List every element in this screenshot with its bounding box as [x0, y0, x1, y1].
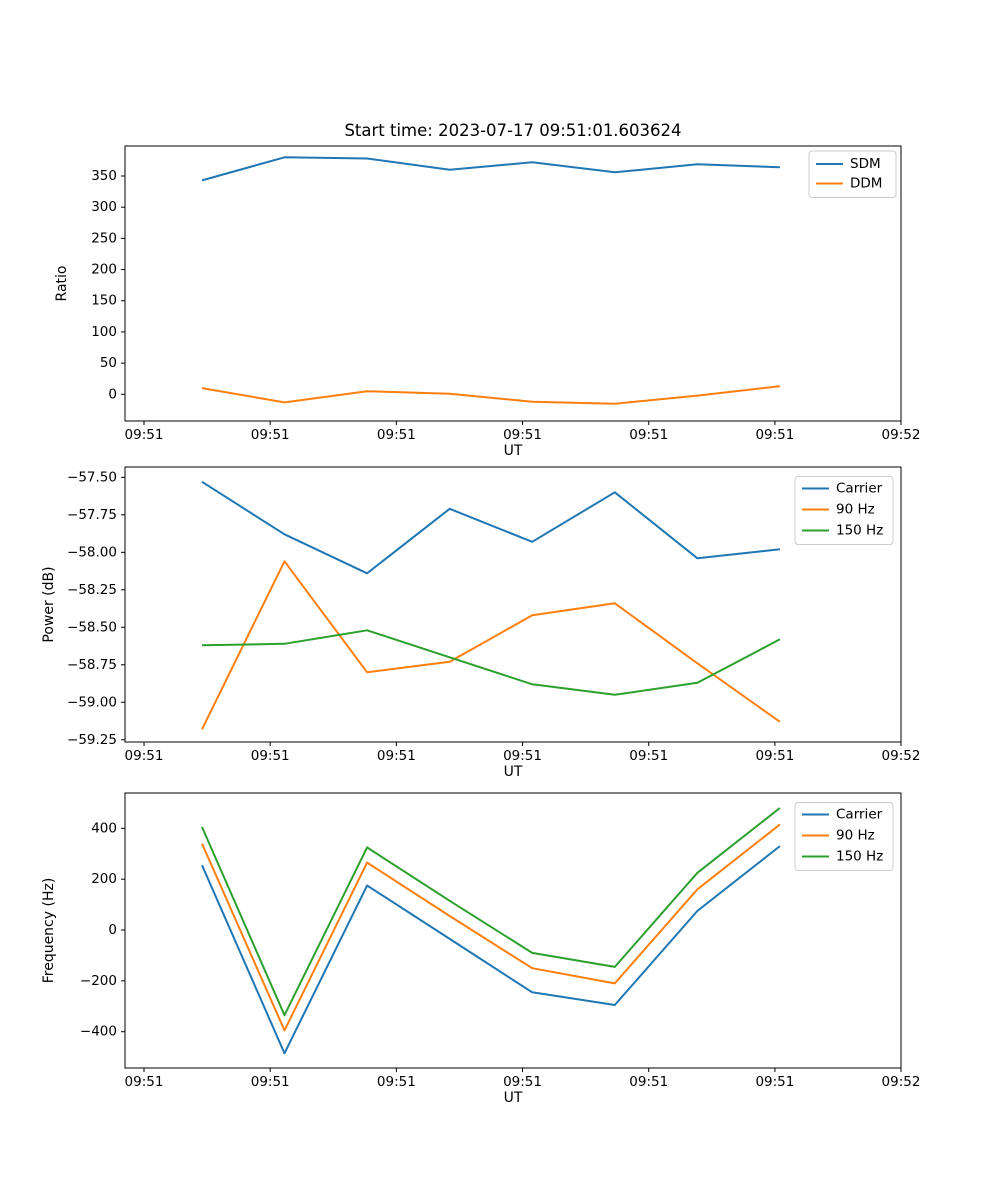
y-tick-label: 400 [91, 820, 117, 836]
x-tick-label: 09:51 [629, 1074, 668, 1090]
legend-frame [794, 476, 894, 545]
x-tick-label: 09:51 [125, 748, 164, 764]
legend-frame [794, 802, 894, 871]
y-tick-label: −58.75 [67, 657, 117, 673]
y-tick-label: 250 [91, 230, 117, 246]
y-tick-label: −59.25 [67, 732, 117, 748]
series-line-sdm [201, 156, 780, 182]
legend-label: Carrier [836, 481, 883, 497]
legend-label: Carrier [836, 807, 883, 823]
legend-label: 150 Hz [836, 523, 883, 539]
x-axis-label: UT [504, 443, 523, 459]
series-line-carrier [201, 845, 781, 1055]
figure-title: Start time: 2023-07-17 09:51:01.603624 [344, 121, 682, 140]
y-tick-label: 300 [91, 199, 117, 215]
y-tick-label: −57.50 [67, 469, 117, 485]
y-tick-label: −400 [80, 1024, 117, 1040]
x-tick-label: 09:51 [503, 427, 542, 443]
x-tick-label: 09:51 [503, 748, 542, 764]
subplot-3: −400 −200 0 200 400 09:51 09:51 09:51 09:51 09:51… [41, 792, 921, 1106]
x-axis-label: UT [504, 764, 523, 780]
y-axis-label: Frequency (Hz) [41, 878, 57, 984]
x-tick-label: 09:52 [882, 1074, 921, 1090]
x-tick-label: 09:51 [125, 427, 164, 443]
axes-frame [124, 466, 902, 743]
subplot-1: 0 50 100 150 200 250 300 350 09:51 09:51 09:51 09:5… [54, 145, 921, 459]
y-tick-label: −200 [80, 973, 117, 989]
legend: Carrier 90 Hz 150 Hz [794, 802, 894, 871]
legend: Carrier 90 Hz 150 Hz [794, 476, 894, 545]
axes-frame [124, 792, 902, 1069]
y-tick-label: 50 [100, 355, 117, 371]
series-line-90-hz [201, 823, 781, 1032]
y-tick-label: −57.75 [67, 507, 117, 523]
series-line-150-hz [201, 629, 781, 696]
y-tick-label: −58.25 [67, 582, 117, 598]
legend-label: SDM [850, 156, 881, 172]
x-tick-label: 09:52 [882, 748, 921, 764]
y-tick-label: −58.50 [67, 619, 117, 635]
x-tick-label: 09:51 [377, 427, 416, 443]
series-line-90-hz [201, 560, 781, 730]
x-tick-label: 09:51 [755, 748, 794, 764]
x-tick-label: 09:51 [125, 1074, 164, 1090]
x-tick-label: 09:51 [755, 427, 794, 443]
x-tick-label: 09:51 [755, 1074, 794, 1090]
y-axis-label: Power (dB) [41, 566, 57, 642]
x-tick-label: 09:52 [882, 427, 921, 443]
x-tick-label: 09:51 [251, 427, 290, 443]
subplot-2: −59.25 −59.00 −58.75 −58.50 −58.25 −58.00 −57.… [41, 466, 921, 780]
y-tick-label: 200 [91, 262, 117, 278]
y-tick-label: −59.00 [67, 694, 117, 710]
legend-label: DDM [850, 176, 882, 192]
y-tick-label: 150 [91, 293, 117, 309]
axes-frame [124, 145, 902, 422]
series-line-150-hz [201, 807, 781, 1017]
series-line-ddm [201, 385, 781, 405]
x-tick-label: 09:51 [629, 748, 668, 764]
y-tick-label: 0 [108, 922, 117, 938]
legend: SDM DDM [808, 150, 897, 198]
series-line-carrier [201, 480, 781, 575]
y-tick-label: 100 [91, 324, 117, 340]
y-axis-label: Ratio [54, 266, 70, 302]
legend-label: 150 Hz [836, 849, 883, 865]
y-tick-label: 200 [91, 871, 117, 887]
x-tick-label: 09:51 [377, 1074, 416, 1090]
x-tick-label: 09:51 [251, 1074, 290, 1090]
legend-frame [808, 150, 897, 198]
x-tick-label: 09:51 [251, 748, 290, 764]
x-tick-label: 09:51 [503, 1074, 542, 1090]
y-tick-label: −58.00 [67, 544, 117, 560]
legend-label: 90 Hz [836, 502, 875, 518]
x-tick-label: 09:51 [629, 427, 668, 443]
legend-label: 90 Hz [836, 828, 875, 844]
x-tick-label: 09:51 [377, 748, 416, 764]
y-tick-label: 350 [91, 168, 117, 184]
x-axis-label: UT [504, 1090, 523, 1106]
y-tick-label: 0 [108, 386, 117, 402]
